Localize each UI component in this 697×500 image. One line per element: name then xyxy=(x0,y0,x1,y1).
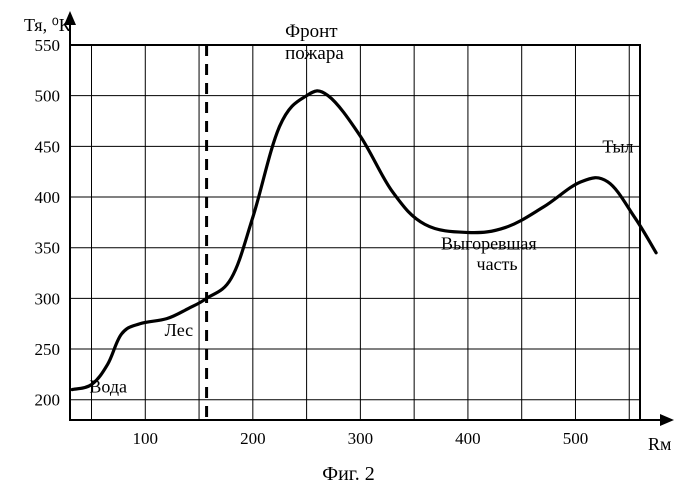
figure-caption: Фиг. 2 xyxy=(322,463,374,485)
ytick-label: 500 xyxy=(35,87,61,106)
xtick-label: 500 xyxy=(563,429,589,448)
ytick-label: 200 xyxy=(35,391,61,410)
ytick-label: 300 xyxy=(35,289,61,308)
ytick-label: 250 xyxy=(35,340,61,359)
xtick-label: 200 xyxy=(240,429,266,448)
ytick-label: 450 xyxy=(35,137,61,156)
xtick-label: 300 xyxy=(348,429,374,448)
annotation-front1: Фронт xyxy=(285,21,338,42)
ytick-label: 350 xyxy=(35,239,61,258)
annotation-rear: Тыл xyxy=(602,136,633,156)
annotation-forest: Лес xyxy=(165,320,194,340)
annotation-water: Вода xyxy=(89,377,127,397)
y-axis-label: Тя, ⁰К xyxy=(24,15,72,35)
ytick-label: 550 xyxy=(35,36,61,55)
annotation-burn1: Выгоревшая xyxy=(441,234,537,254)
chart-background xyxy=(0,0,697,500)
temperature-profile-chart: 200 250 300 350 400 450 500 550 100 200 300 400 500 Т… xyxy=(0,0,697,500)
annotation-front2: пожара xyxy=(285,43,344,64)
annotation-burn2: часть xyxy=(477,254,518,274)
xtick-label: 400 xyxy=(455,429,481,448)
ytick-label: 400 xyxy=(35,188,61,207)
x-axis-label: Rм xyxy=(648,434,671,454)
xtick-label: 100 xyxy=(133,429,159,448)
